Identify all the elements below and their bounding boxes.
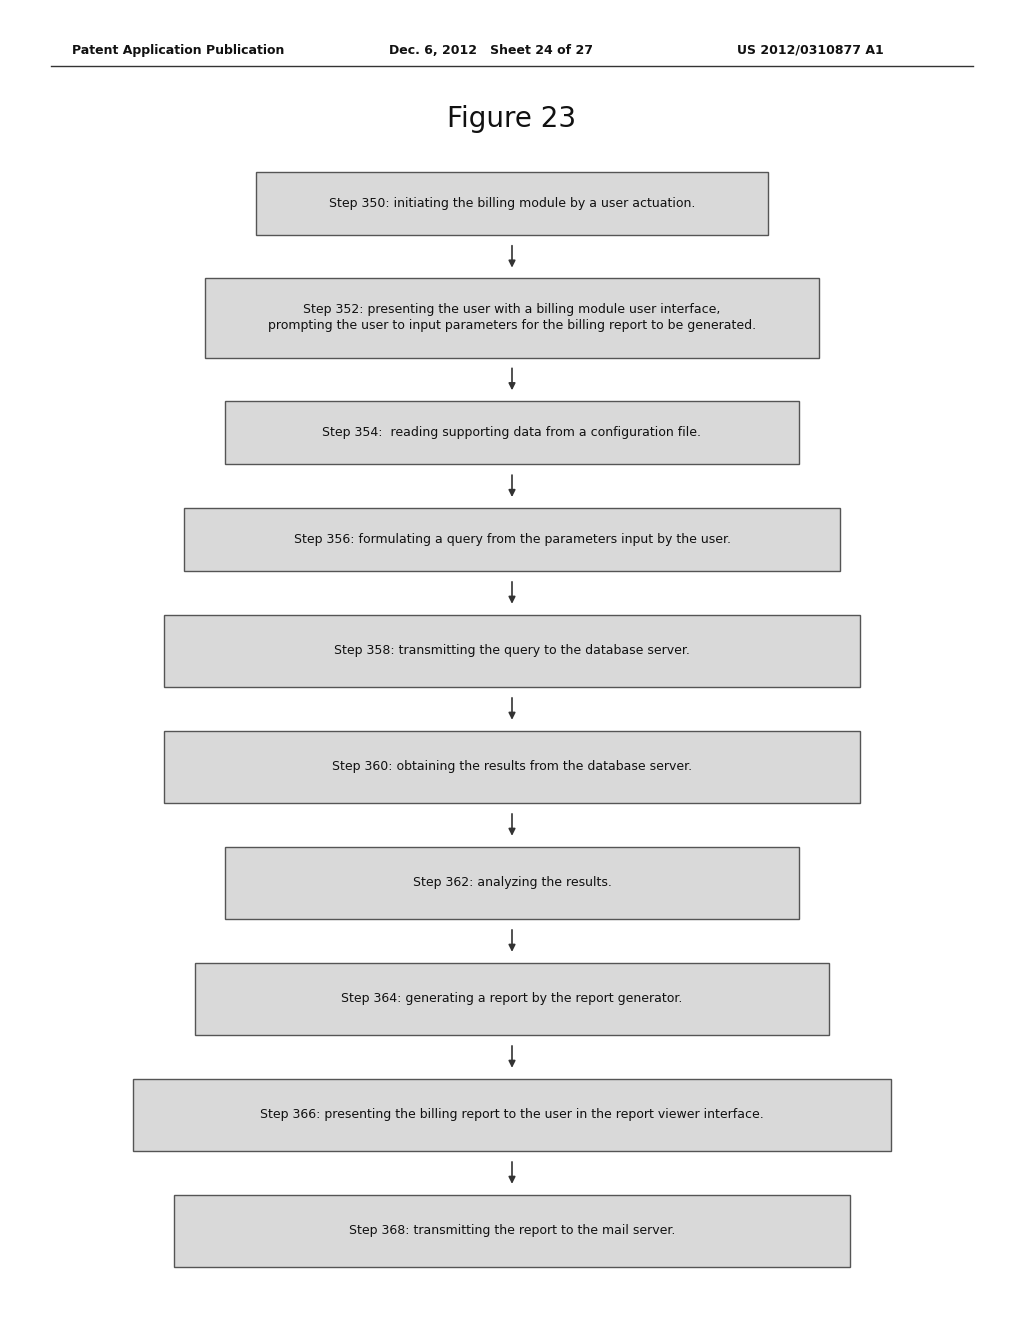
FancyBboxPatch shape <box>205 279 819 358</box>
Text: Step 366: presenting the billing report to the user in the report viewer interfa: Step 366: presenting the billing report … <box>260 1109 764 1122</box>
FancyBboxPatch shape <box>225 846 799 919</box>
Text: Step 356: formulating a query from the parameters input by the user.: Step 356: formulating a query from the p… <box>294 533 730 546</box>
Text: Step 360: obtaining the results from the database server.: Step 360: obtaining the results from the… <box>332 760 692 774</box>
Text: Step 364: generating a report by the report generator.: Step 364: generating a report by the rep… <box>341 993 683 1006</box>
Text: Step 358: transmitting the query to the database server.: Step 358: transmitting the query to the … <box>334 644 690 657</box>
FancyBboxPatch shape <box>164 615 860 688</box>
FancyBboxPatch shape <box>256 172 768 235</box>
FancyBboxPatch shape <box>225 401 799 465</box>
FancyBboxPatch shape <box>164 730 860 803</box>
Text: Figure 23: Figure 23 <box>447 104 577 133</box>
Text: Patent Application Publication: Patent Application Publication <box>72 44 284 57</box>
Text: Step 352: presenting the user with a billing module user interface,
prompting th: Step 352: presenting the user with a bil… <box>268 304 756 333</box>
Text: Step 350: initiating the billing module by a user actuation.: Step 350: initiating the billing module … <box>329 197 695 210</box>
Text: Step 354:  reading supporting data from a configuration file.: Step 354: reading supporting data from a… <box>323 426 701 440</box>
Text: Dec. 6, 2012   Sheet 24 of 27: Dec. 6, 2012 Sheet 24 of 27 <box>389 44 593 57</box>
Text: US 2012/0310877 A1: US 2012/0310877 A1 <box>737 44 884 57</box>
FancyBboxPatch shape <box>174 1195 850 1267</box>
Text: Step 368: transmitting the report to the mail server.: Step 368: transmitting the report to the… <box>349 1225 675 1237</box>
Text: Step 362: analyzing the results.: Step 362: analyzing the results. <box>413 876 611 890</box>
FancyBboxPatch shape <box>195 962 829 1035</box>
FancyBboxPatch shape <box>184 508 840 572</box>
FancyBboxPatch shape <box>133 1078 891 1151</box>
